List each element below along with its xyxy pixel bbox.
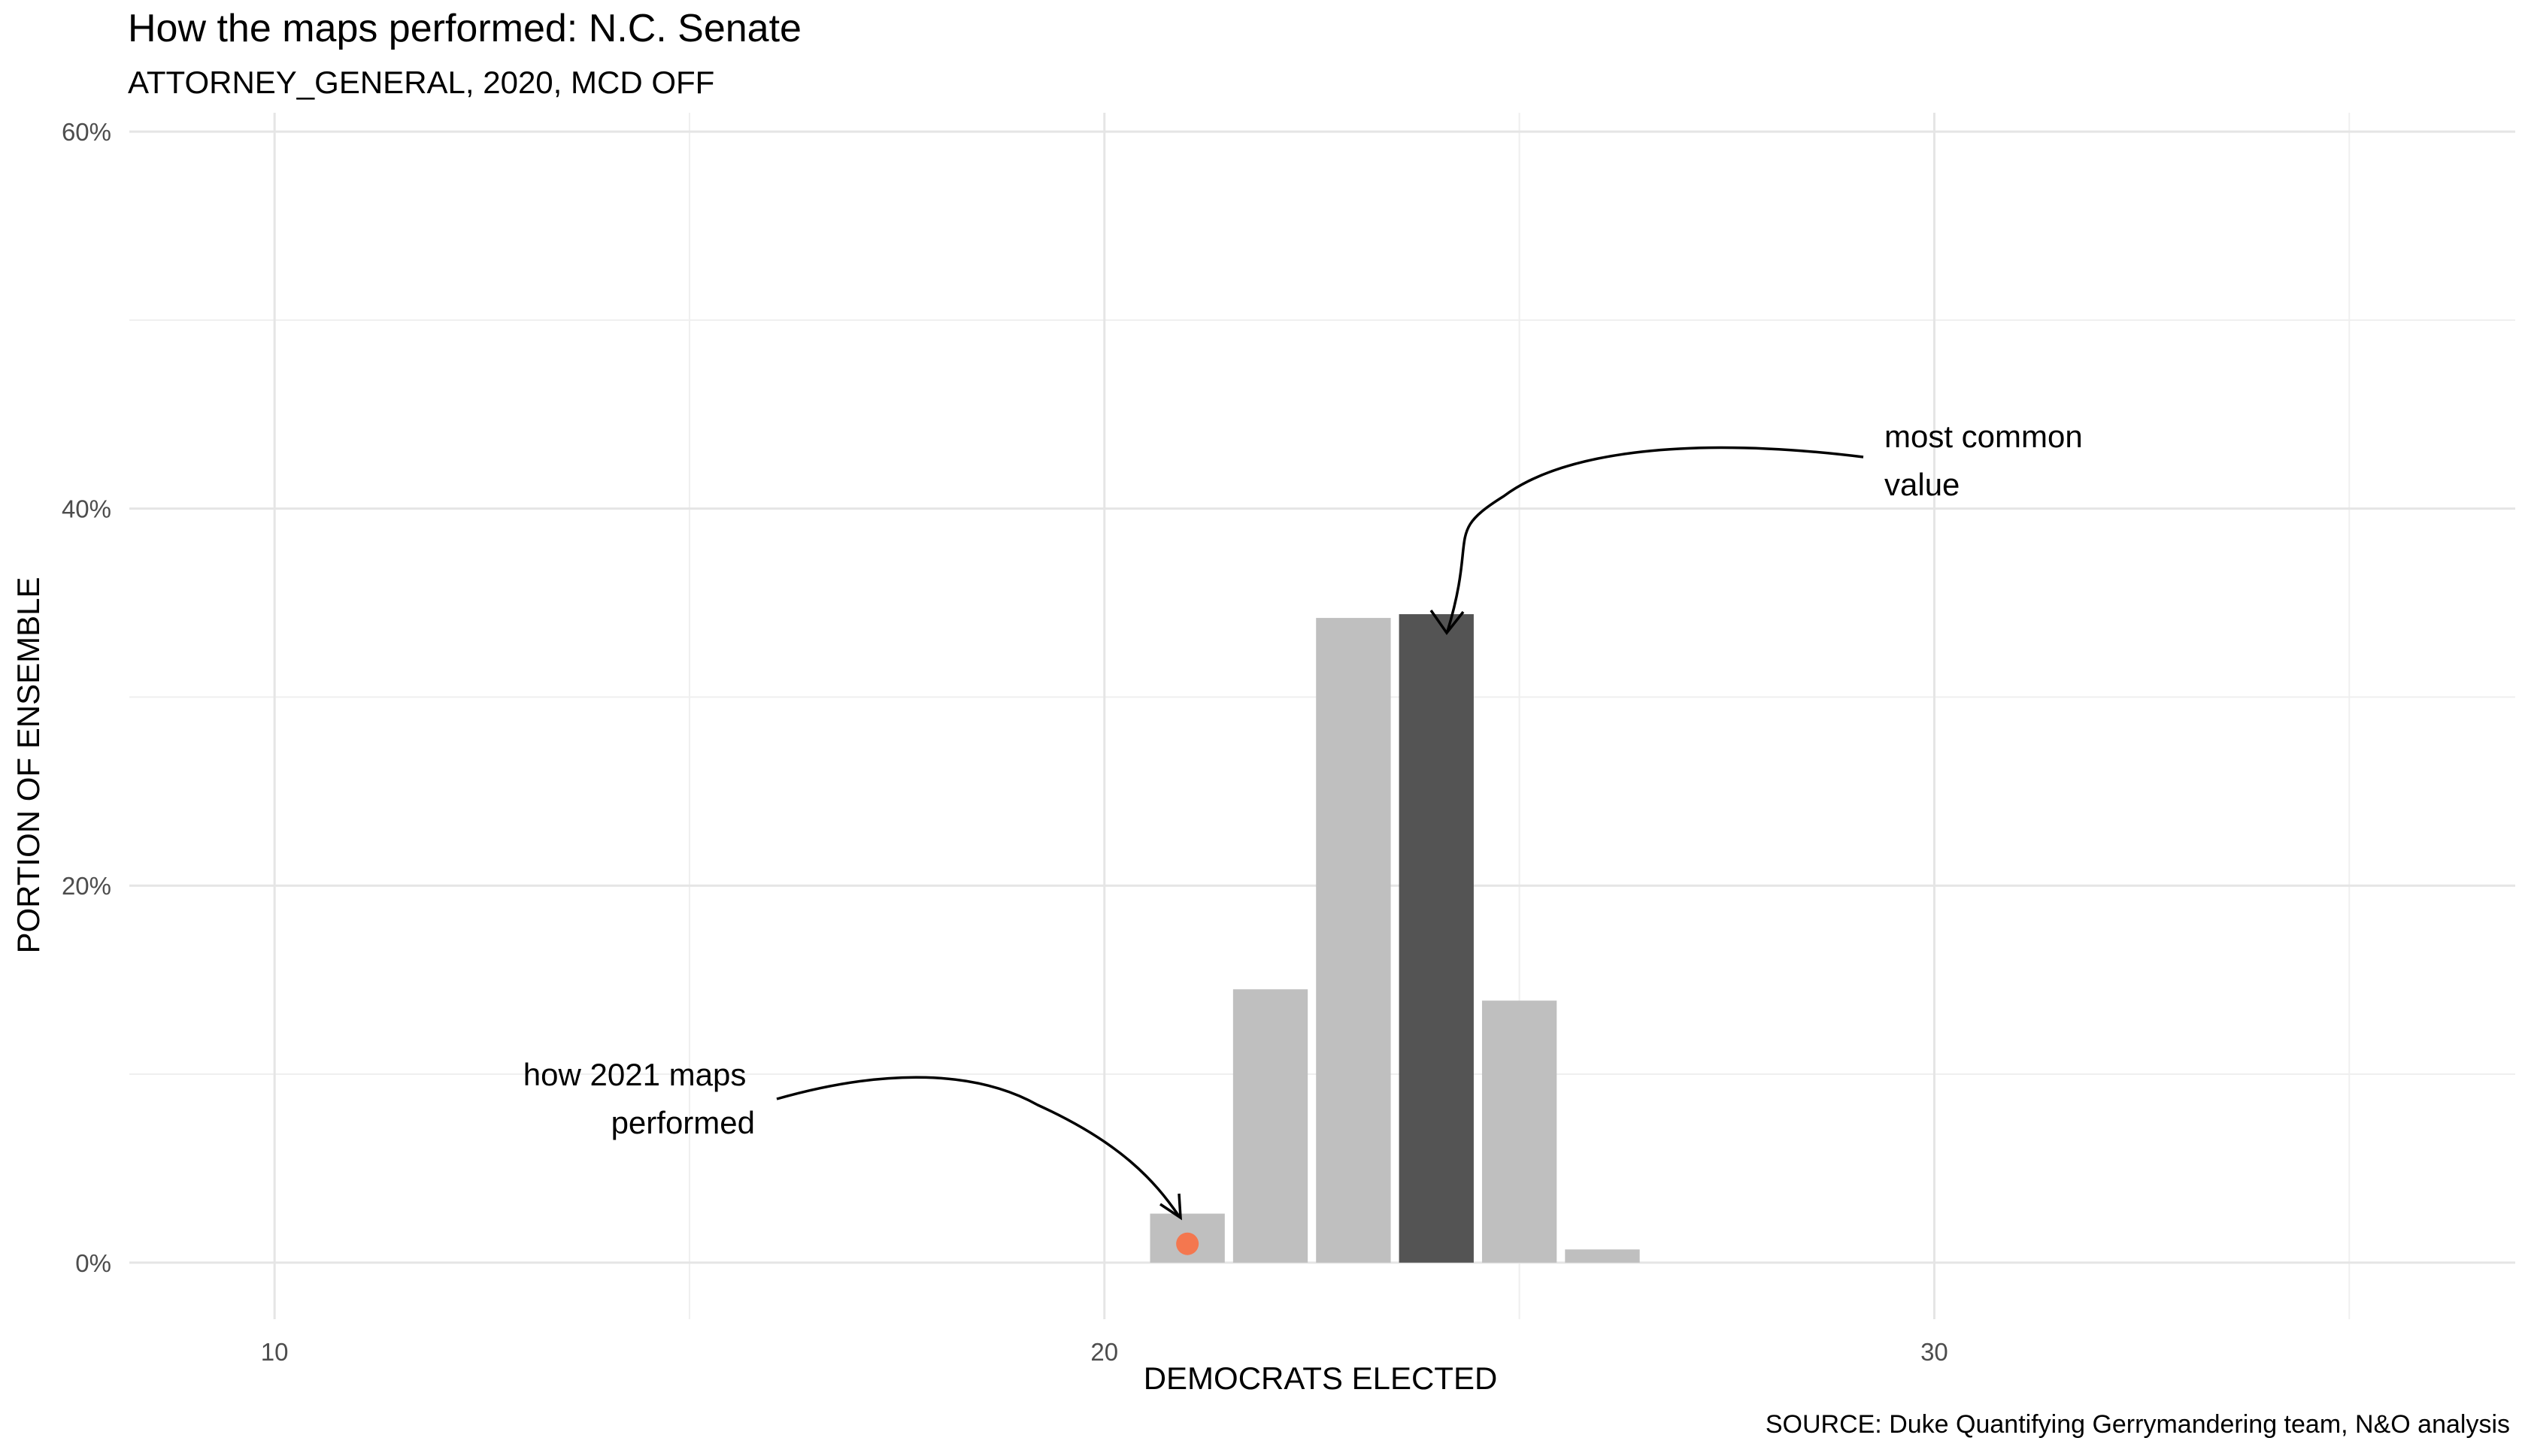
x-axis-title: DEMOCRATS ELECTED <box>1144 1361 1498 1396</box>
y-tick-label: 60% <box>62 118 111 146</box>
maps-2021-label-line1: how 2021 maps <box>523 1057 747 1092</box>
y-axis-title: PORTION OF ENSEMBLE <box>11 577 46 954</box>
bar <box>1481 1000 1557 1263</box>
bar <box>1565 1249 1640 1263</box>
chart-subtitle: ATTORNEY_GENERAL, 2020, MCD OFF <box>128 65 715 100</box>
x-tick-label: 30 <box>1920 1338 1948 1366</box>
maps-2021-marker <box>1176 1232 1199 1255</box>
bars <box>1150 614 1640 1263</box>
y-tick-label: 0% <box>75 1249 111 1277</box>
y-tick-label: 20% <box>62 872 111 900</box>
marker-layer <box>1176 1232 1199 1255</box>
most-common-arrowhead <box>1429 609 1465 635</box>
x-tick-label: 10 <box>261 1338 289 1366</box>
y-tick-labels: 0% 20% 40% 60% <box>62 118 111 1277</box>
bar <box>1316 618 1391 1263</box>
maps-2021-arrow <box>776 1076 1181 1217</box>
maps-2021-arrowhead <box>1159 1193 1182 1221</box>
bar <box>1232 989 1308 1263</box>
maps-2021-label-line2: performed <box>611 1105 755 1140</box>
x-tick-labels: 10 20 30 <box>261 1338 1948 1366</box>
most-common-arrow <box>1446 446 1864 632</box>
bar-most-common <box>1399 614 1474 1263</box>
most-common-label-line2: value <box>1884 467 1960 502</box>
y-tick-label: 40% <box>62 495 111 523</box>
x-tick-label: 20 <box>1090 1338 1118 1366</box>
most-common-label: most common value <box>1884 419 2091 502</box>
chart-caption: SOURCE: Duke Quantifying Gerrymandering … <box>1765 1410 2510 1439</box>
most-common-label-line1: most common <box>1884 419 2083 454</box>
chart-title: How the maps performed: N.C. Senate <box>128 7 802 50</box>
maps-2021-label: how 2021 maps performed <box>523 1057 755 1140</box>
